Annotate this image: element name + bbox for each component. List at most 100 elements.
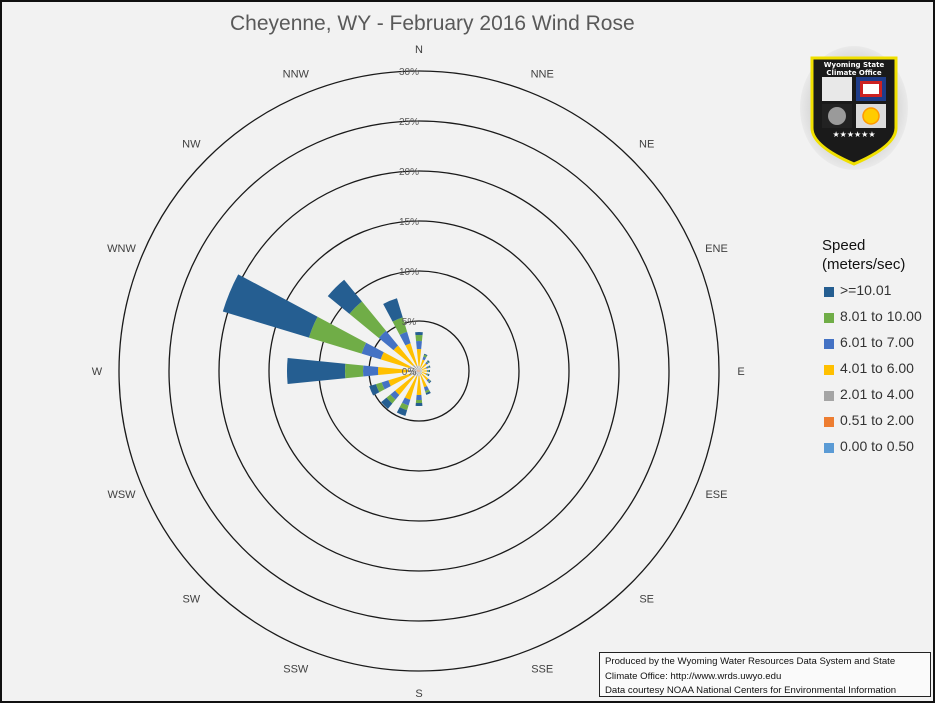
legend-label: >=10.01 [840,282,892,298]
credit-line2: Climate Office: http://www.wrds.uwyo.edu [605,670,782,682]
wind-bar-segment [423,385,429,392]
grid-ring [218,170,620,572]
wind-bar-segment [415,402,423,406]
direction-labels: N NNE NE ENE E ESE SE SSE S SSW SW WSW W WNW NW NNW [92,44,745,700]
legend-label: 2.01 to 4.00 [840,386,914,402]
radial-tick-label: 5% [402,317,417,328]
wind-bar-segment [419,371,422,373]
wind-bar-segment [419,370,420,371]
wind-bar-segment [420,359,425,368]
wind-bar-segment [388,373,412,387]
radial-tick-label: 25% [399,117,419,128]
legend-item: 2.01 to 4.00 [822,386,914,412]
wind-bar-segment [427,370,429,372]
radial-tick-label: 30% [399,67,419,78]
direction-label: E [737,366,744,378]
wind-bar-segment [361,342,384,360]
credit-line1: Produced by the Wyoming Water Resources … [605,656,896,667]
legend-item: 6.01 to 7.00 [822,334,914,360]
legend-swatch [824,443,834,453]
direction-label: WNW [107,243,136,255]
credit-line3: Data courtesy NOAA National Centers for … [605,685,897,696]
radial-tick-labels: 0% 5% 10% 15% 20% 25% 30% [399,67,419,378]
wind-bar-segment [426,373,429,376]
radial-tick-label: 10% [399,267,419,278]
direction-label: S [415,688,422,700]
wind-bar-segment [405,343,418,366]
climate-office-logo: ★★★★★★ Wyoming State Climate Office [800,46,908,175]
wind-bar-segment [427,373,430,377]
wind-bar-segment [426,360,430,364]
wind-bar-segment [426,370,428,372]
wind-bar-segment [421,367,427,371]
legend-swatch [824,365,834,375]
grid-ring [118,70,720,672]
wind-bar-segment [425,391,431,395]
wind-bar-segment [363,365,379,377]
wind-bar-segment [420,374,428,388]
direction-label: SSE [531,663,553,675]
wind-bar-segment [419,371,421,375]
legend-swatch [824,339,834,349]
wind-bar-segment [417,370,419,371]
radial-tick-label: 0% [402,367,417,378]
wind-bar-segment [415,332,423,336]
wind-bar-segment [423,353,428,357]
legend-swatch [824,391,834,401]
wind-bar-segment [422,356,427,361]
legend-swatch [824,287,834,297]
wind-bar-segment [418,371,420,377]
chart-title: Cheyenne, WY - February 2016 Wind Rose [230,12,635,35]
wind-bar-segment [369,384,380,396]
wind-bar-segment [416,394,422,400]
radial-tick-label: 15% [399,217,419,228]
legend-label: 6.01 to 7.00 [840,334,914,350]
wind-bar-segment [392,317,408,335]
legend-swatch [824,313,834,323]
direction-label: W [92,366,103,378]
wind-bar-segment [396,407,408,416]
direction-label: WSW [107,489,136,501]
legend-items: >=10.01 8.01 to 10.00 6.01 to 7.00 4.01 to … [822,282,922,464]
wind-bar-segment [413,371,419,377]
svg-text:Climate Office: Climate Office [826,69,881,77]
wind-bar-segment [426,378,430,382]
wind-bar-segment [425,361,429,365]
legend-item: 0.00 to 0.50 [822,438,914,464]
direction-label: NNE [531,69,554,81]
wind-bar-segment [421,371,427,375]
wind-bar-segment [410,371,419,376]
wind-bar-segment [428,365,431,368]
grid-ring [168,120,670,622]
direction-label: SSW [283,663,309,675]
wind-bar-segment [381,397,393,409]
direction-label: ENE [705,243,728,255]
legend-label: 4.01 to 6.00 [840,360,914,376]
wind-bar-segment [421,373,429,381]
legend-title-line1: Speed [822,237,866,254]
direction-label: SE [639,594,654,606]
wind-bar-segment [222,274,318,338]
wind-bar-segment [419,370,423,372]
direction-label: N [415,44,423,56]
wind-bar-segment [383,298,403,322]
credit-box: Produced by the Wyoming Water Resources … [599,652,931,697]
wind-bar-segment [428,380,432,384]
wind-bar-segment [416,365,419,371]
wind-bar-segment [427,379,431,383]
wind-bar-segment [428,369,430,373]
wind-bar-segment [393,345,414,366]
wind-bar-segment [425,389,430,394]
wind-bar-segment [418,371,419,372]
wind-bar-segment [327,279,362,314]
wind-bar-segment [419,371,420,372]
wind-bar-segment [423,354,428,358]
legend-title-line2: (meters/sec) [822,256,906,273]
legend-label: 0.51 to 2.00 [840,412,914,428]
wind-bar-segment [404,376,418,400]
grid-ring [268,220,570,522]
legend-item: 0.51 to 2.00 [822,412,914,438]
wind-bar-segment [416,349,422,367]
wind-bar-segment [349,301,387,339]
